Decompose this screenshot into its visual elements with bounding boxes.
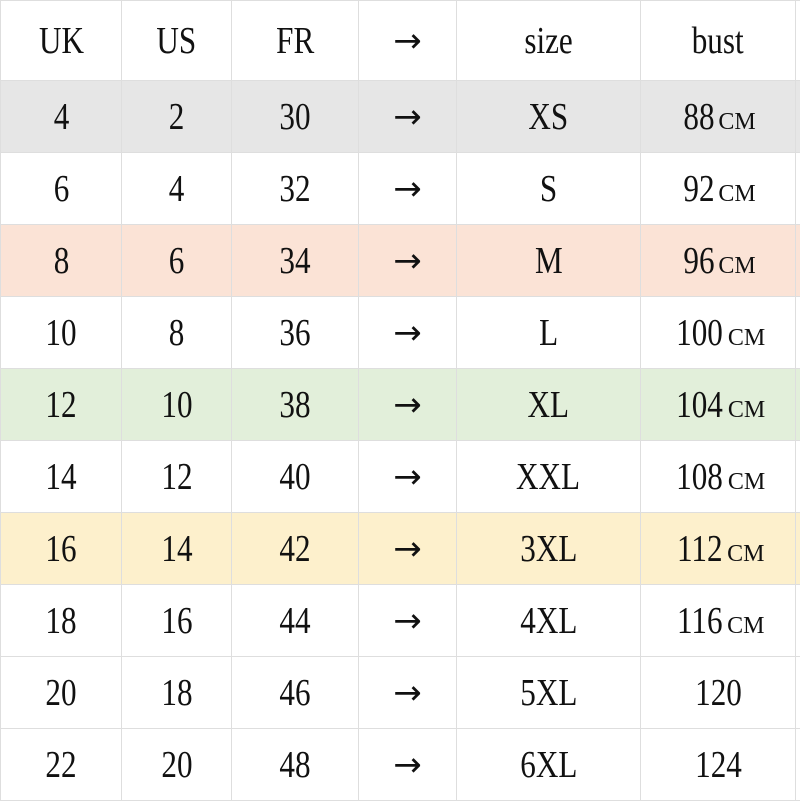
cell-uk: 6	[1, 153, 122, 225]
cell-uk: 12	[1, 369, 122, 441]
cell-bust: 124	[641, 729, 796, 801]
cell-arrow-icon: →	[359, 153, 457, 225]
cell-us: 10	[122, 369, 232, 441]
header-size: size	[457, 1, 641, 81]
cell-uk: 10	[1, 297, 122, 369]
edge-cell	[796, 729, 800, 801]
unit-label: CM	[718, 109, 755, 135]
cell-fr: 46	[232, 657, 359, 729]
unit-label: CM	[728, 325, 765, 351]
unit-label: CM	[727, 541, 764, 567]
cell-size: 6XL	[457, 729, 641, 801]
edge-cell	[796, 1, 800, 81]
cell-fr: 30	[232, 81, 359, 153]
cell-fr: 40	[232, 441, 359, 513]
edge-cell	[796, 225, 800, 297]
cell-size: XS	[457, 81, 641, 153]
edge-cell	[796, 153, 800, 225]
cell-uk: 16	[1, 513, 122, 585]
header-arrow-icon: →	[359, 1, 457, 81]
cell-us: 2	[122, 81, 232, 153]
cell-fr: 44	[232, 585, 359, 657]
cell-fr: 38	[232, 369, 359, 441]
cell-size: M	[457, 225, 641, 297]
cell-arrow-icon: →	[359, 441, 457, 513]
header-fr: FR	[232, 1, 359, 81]
cell-uk: 22	[1, 729, 122, 801]
edge-cell	[796, 513, 800, 585]
cell-arrow-icon: →	[359, 369, 457, 441]
unit-label: CM	[718, 181, 755, 207]
header-uk: UK	[1, 1, 122, 81]
cell-size: L	[457, 297, 641, 369]
cell-us: 14	[122, 513, 232, 585]
cell-bust: 120	[641, 657, 796, 729]
cell-us: 16	[122, 585, 232, 657]
cell-fr: 36	[232, 297, 359, 369]
cell-arrow-icon: →	[359, 585, 457, 657]
cell-us: 4	[122, 153, 232, 225]
cell-arrow-icon: →	[359, 657, 457, 729]
cell-uk: 18	[1, 585, 122, 657]
cell-us: 8	[122, 297, 232, 369]
cell-us: 12	[122, 441, 232, 513]
cell-size: 3XL	[457, 513, 641, 585]
cell-us: 18	[122, 657, 232, 729]
cell-size: XXL	[457, 441, 641, 513]
cell-fr: 48	[232, 729, 359, 801]
header-row: UK US FR → size bust	[1, 1, 800, 81]
unit-label: CM	[727, 613, 764, 639]
cell-size: 5XL	[457, 657, 641, 729]
cell-us: 20	[122, 729, 232, 801]
cell-size: S	[457, 153, 641, 225]
cell-size: XL	[457, 369, 641, 441]
header-bust: bust	[641, 1, 796, 81]
cell-size: 4XL	[457, 585, 641, 657]
cell-uk: 4	[1, 81, 122, 153]
cell-fr: 42	[232, 513, 359, 585]
cell-us: 6	[122, 225, 232, 297]
header-us: US	[122, 1, 232, 81]
unit-label: CM	[718, 253, 755, 279]
cell-arrow-icon: →	[359, 81, 457, 153]
edge-cell	[796, 657, 800, 729]
cell-arrow-icon: →	[359, 513, 457, 585]
cell-fr: 34	[232, 225, 359, 297]
cell-fr: 32	[232, 153, 359, 225]
cell-uk: 14	[1, 441, 122, 513]
unit-label: CM	[728, 469, 765, 495]
edge-cell	[796, 585, 800, 657]
cell-arrow-icon: →	[359, 225, 457, 297]
cell-arrow-icon: →	[359, 729, 457, 801]
cell-uk: 8	[1, 225, 122, 297]
edge-cell	[796, 369, 800, 441]
edge-cell	[796, 297, 800, 369]
edge-cell	[796, 81, 800, 153]
cell-arrow-icon: →	[359, 297, 457, 369]
edge-cell	[796, 441, 800, 513]
unit-label: CM	[728, 397, 765, 423]
cell-uk: 20	[1, 657, 122, 729]
